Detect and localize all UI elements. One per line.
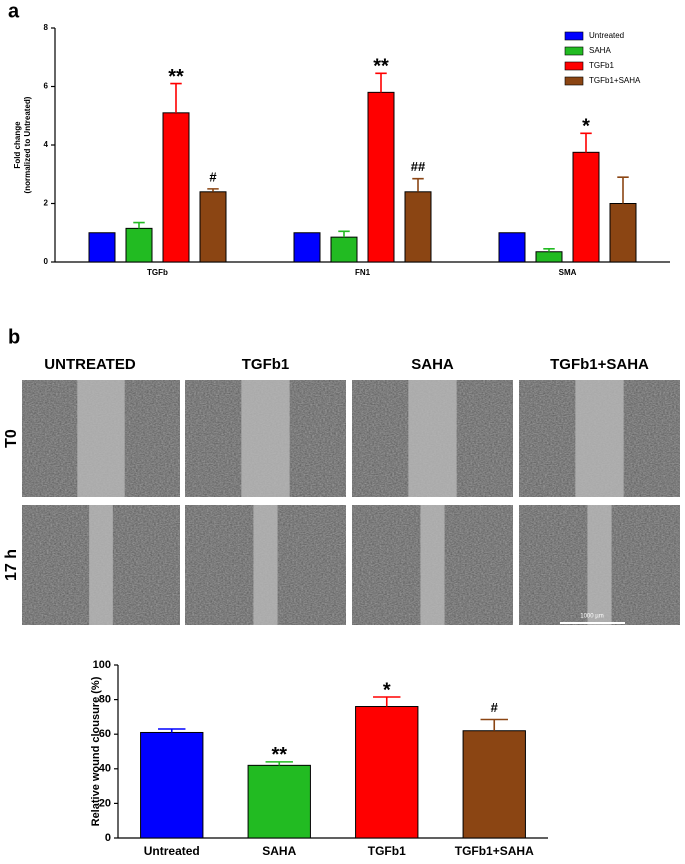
- significance-label: **: [168, 66, 184, 88]
- y-tick-label: 6: [44, 82, 49, 91]
- scale-bar-label: 1000 µm: [580, 614, 603, 620]
- significance-label: **: [373, 56, 389, 78]
- error-bar: [617, 176, 629, 204]
- row-label: 17 h: [3, 549, 20, 581]
- y-tick-label: 100: [93, 659, 111, 671]
- row-label: T0: [3, 429, 20, 448]
- error-bar: [480, 718, 508, 731]
- bar: [247, 764, 311, 839]
- panel-label: a: [8, 0, 20, 22]
- error-bar: [158, 728, 186, 733]
- x-tick-label: SAHA: [262, 844, 296, 858]
- bar: [535, 251, 563, 263]
- x-tick-label: TGFb1: [368, 844, 406, 858]
- y-tick-label: 0: [105, 832, 111, 844]
- error-bar: [543, 248, 555, 252]
- legend-swatch: [564, 46, 584, 56]
- y-axis-label: Fold change: [13, 121, 22, 169]
- error-bar: [170, 82, 182, 113]
- wound-area: [253, 505, 278, 625]
- bar: [355, 706, 419, 839]
- wound-area: [241, 380, 290, 497]
- bar: [140, 731, 204, 839]
- bar: [572, 151, 600, 263]
- legend-label: SAHA: [589, 46, 611, 55]
- x-tick-label: Untreated: [144, 844, 200, 858]
- error-bar: [580, 132, 592, 153]
- bar: [330, 236, 358, 263]
- y-tick-label: 8: [44, 23, 49, 32]
- legend-label: Untreated: [589, 31, 624, 40]
- error-bar: [412, 177, 424, 192]
- x-tick-label: FN1: [355, 268, 371, 277]
- bar: [162, 112, 190, 263]
- legend-label: TGFb1: [589, 61, 614, 70]
- wound-area: [408, 380, 457, 497]
- significance-label: #: [491, 700, 499, 715]
- bar: [609, 203, 637, 263]
- legend-label: TGFb1+SAHA: [589, 76, 641, 85]
- bar: [293, 232, 321, 263]
- y-tick-label: 40: [99, 763, 111, 775]
- bar: [88, 232, 116, 263]
- y-tick-label: 2: [44, 199, 49, 208]
- legend-swatch: [564, 61, 584, 71]
- error-bar: [338, 230, 350, 238]
- bar: [498, 232, 526, 263]
- error-bar: [207, 188, 219, 192]
- y-tick-label: 0: [44, 257, 49, 266]
- wound-area: [420, 505, 445, 625]
- legend-swatch: [564, 76, 584, 86]
- wound-area: [575, 380, 624, 497]
- significance-label: ##: [411, 159, 426, 174]
- wound-area: [77, 380, 125, 497]
- error-bar: [375, 72, 387, 93]
- column-header: UNTREATED: [44, 356, 136, 373]
- y-tick-label: 80: [99, 694, 111, 706]
- column-header: SAHA: [411, 356, 454, 373]
- panel-label: b: [8, 326, 20, 348]
- x-tick-label: TGFb: [147, 268, 168, 277]
- error-bar: [265, 761, 293, 766]
- significance-label: **: [271, 744, 287, 766]
- bar: [462, 730, 526, 839]
- y-tick-label: 20: [99, 797, 111, 809]
- bar: [367, 91, 395, 263]
- significance-label: #: [209, 169, 217, 184]
- column-header: TGFb1+SAHA: [550, 356, 649, 373]
- error-bar: [373, 696, 401, 707]
- x-tick-label: SMA: [559, 268, 577, 277]
- column-header: TGFb1: [242, 356, 290, 373]
- legend-swatch: [564, 31, 584, 41]
- bar: [404, 191, 432, 263]
- y-axis-label: Relative wound clousure (%): [90, 676, 102, 826]
- x-tick-label: TGFb1+SAHA: [455, 844, 534, 858]
- wound-area: [587, 505, 612, 625]
- wound-area: [89, 505, 113, 625]
- bar: [199, 191, 227, 263]
- y-tick-label: 4: [44, 140, 49, 149]
- y-tick-label: 60: [99, 728, 111, 740]
- error-bar: [133, 221, 145, 229]
- significance-label: *: [383, 679, 391, 701]
- significance-label: *: [582, 116, 590, 138]
- y-axis-label: (normalized to Untreated): [23, 96, 32, 193]
- bar: [125, 227, 153, 263]
